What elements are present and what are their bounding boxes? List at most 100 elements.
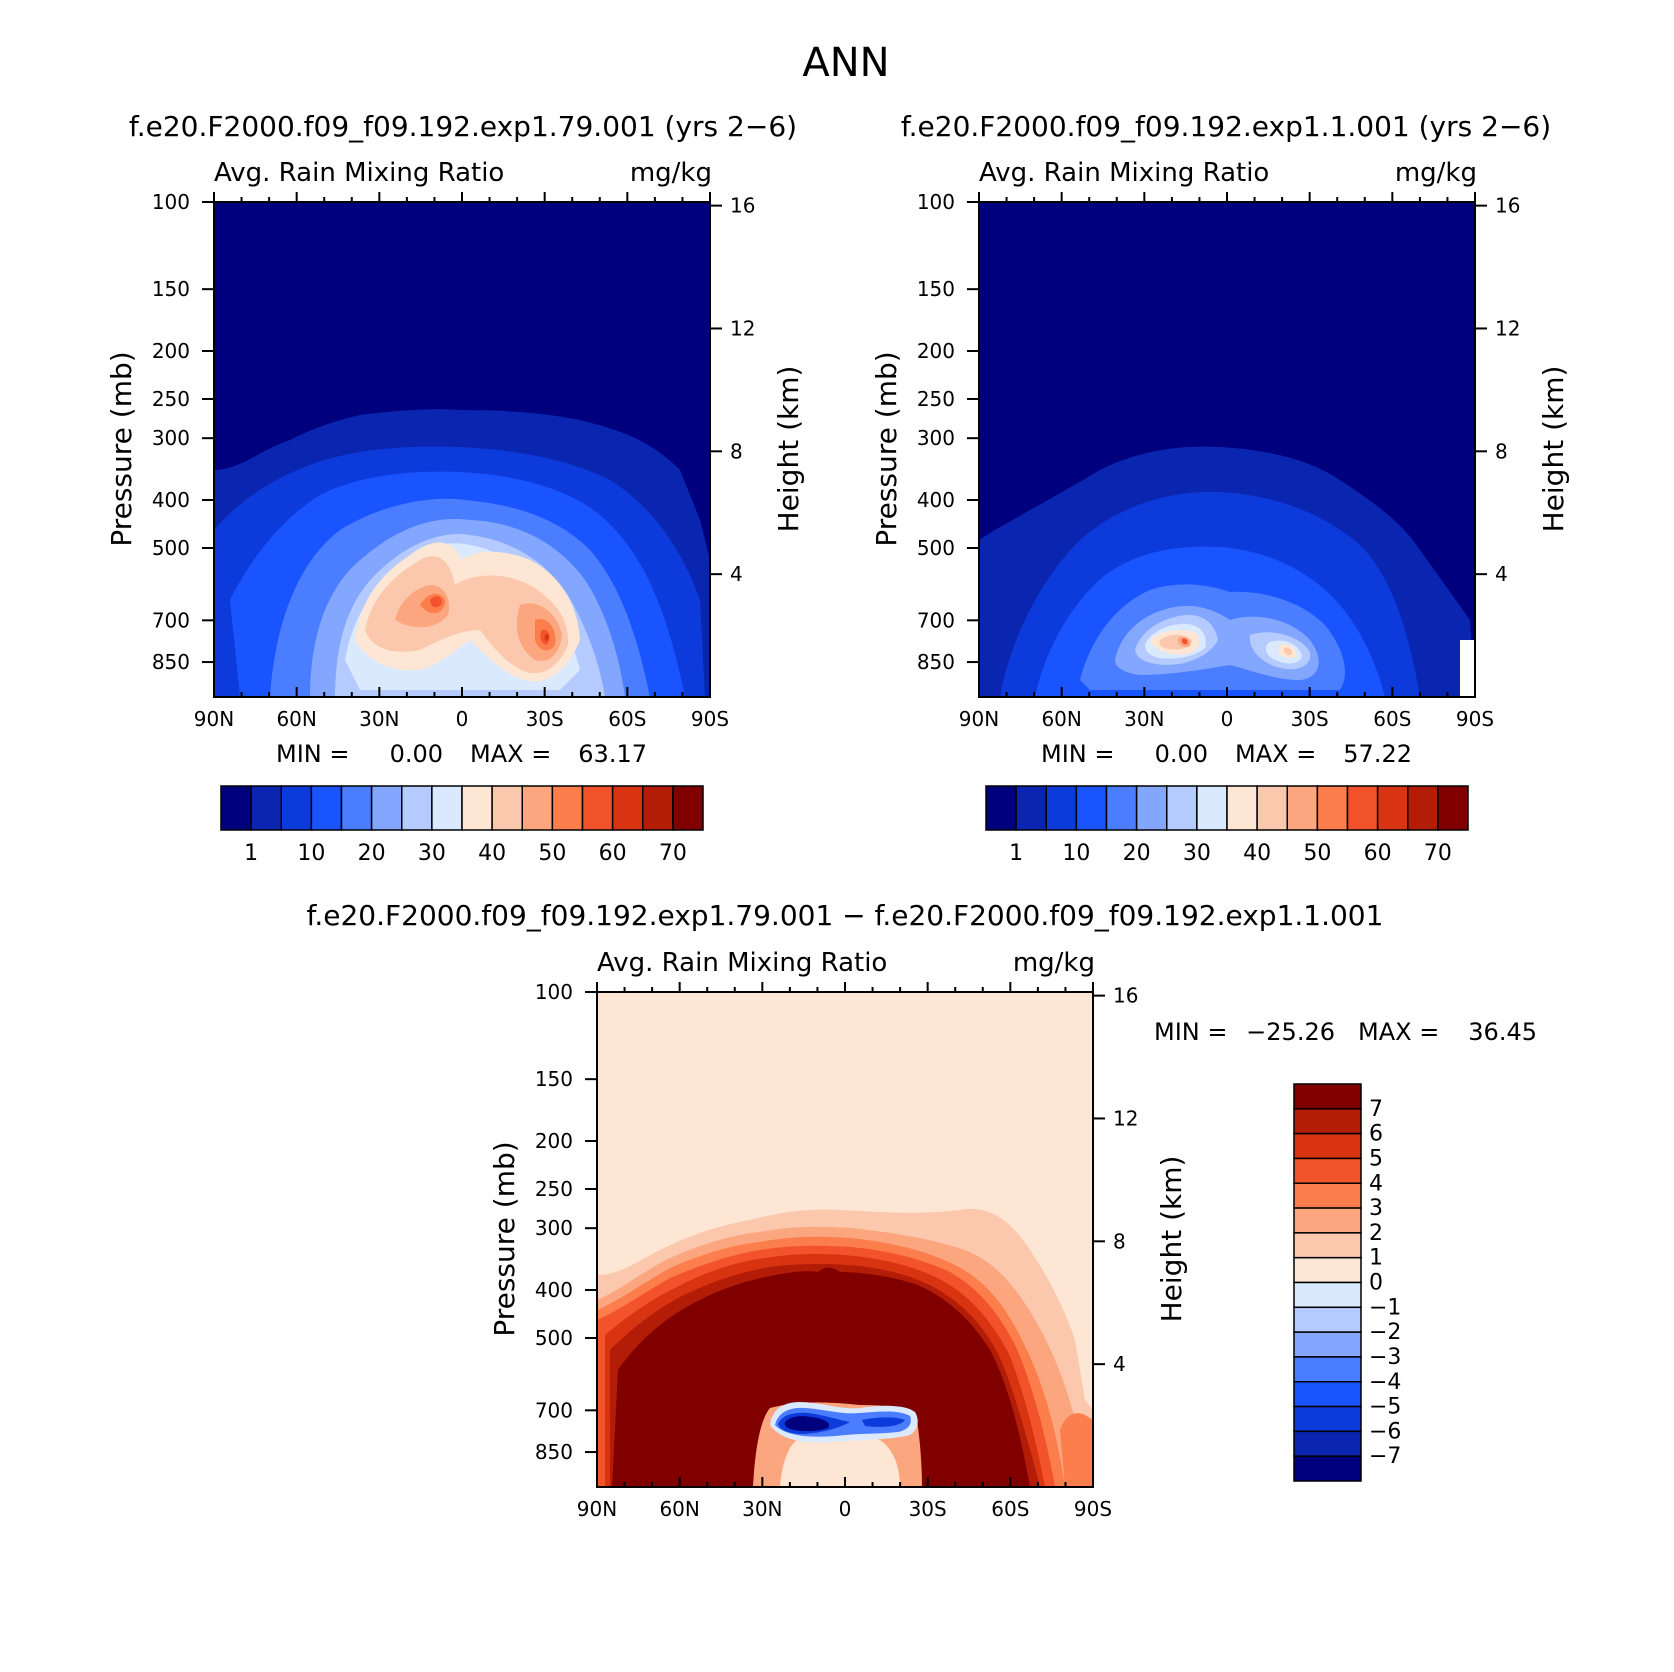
y-right-tick-label: 12 — [730, 316, 755, 340]
x-tick-label: 0 — [456, 707, 469, 731]
panel-3-min-value: −25.26 — [1246, 1018, 1335, 1046]
x-tick-label: 90N — [577, 1497, 617, 1521]
y-tick-label: 500 — [152, 536, 190, 560]
colorbar-swatch — [340, 785, 373, 831]
colorbar-swatch — [1196, 785, 1228, 831]
colorbar-swatch — [1293, 1331, 1362, 1358]
colorbar-label: 60 — [599, 841, 627, 866]
colorbar-label: 40 — [1243, 841, 1271, 866]
colorbar-swatch — [1293, 1455, 1362, 1482]
x-tick-label: 30N — [742, 1497, 782, 1521]
panel-1-max-value: 63.17 — [578, 740, 647, 768]
colorbar-label: −5 — [1369, 1395, 1401, 1420]
colorbar-swatch — [250, 785, 282, 831]
y-right-tick-label: 12 — [1113, 1106, 1138, 1130]
panel-2-subtitle-left: Avg. Rain Mixing Ratio — [979, 158, 1269, 188]
panel-3-plot-area — [597, 992, 1093, 1487]
y-right-tick-label: 8 — [730, 439, 743, 463]
y-right-tick-label: 12 — [1495, 316, 1520, 340]
colorbar-label: 3 — [1369, 1196, 1383, 1221]
colorbar-swatch — [310, 785, 343, 831]
colorbar-label: 1 — [1009, 841, 1023, 866]
panel-2-plot-area — [979, 202, 1475, 697]
y-tick-label: 250 — [917, 387, 955, 411]
y-tick-label: 300 — [917, 426, 955, 450]
x-tick-label: 90N — [959, 707, 999, 731]
colorbar-swatch — [1293, 1356, 1362, 1383]
x-tick-label: 30N — [359, 707, 399, 731]
panel-1-colorbar: 1 10 20 30 40 50 60 70 — [220, 785, 704, 866]
colorbar-label: −2 — [1369, 1320, 1401, 1345]
panel-1-ylabel: Pressure (mb) — [105, 351, 138, 546]
panel-3-title: f.e20.F2000.f09_f09.192.exp1.79.001 − f.… — [307, 899, 1384, 932]
colorbar-label: −7 — [1369, 1444, 1401, 1469]
y-right-tick-label: 16 — [1495, 194, 1520, 218]
main-title: ANN — [802, 40, 889, 86]
panel-3-ylabel: Pressure (mb) — [488, 1141, 521, 1336]
panel-3-ylabel-right: Height (km) — [1155, 1156, 1188, 1323]
colorbar-swatch — [1293, 1256, 1362, 1284]
panel-2-axes: 90N 60N 30N 0 30S 60S 90S 100 150 200 250 300 400 500… — [917, 190, 1521, 731]
panel-3-contour-level-9 — [780, 1433, 900, 1487]
colorbar-swatch — [1135, 785, 1168, 831]
y-tick-label: 300 — [535, 1216, 573, 1240]
panel-3-min-label: MIN = — [1154, 1018, 1227, 1046]
panel-2-missing-data-region — [1460, 640, 1475, 697]
colorbar-swatch — [1437, 785, 1469, 831]
panel-2-min-label: MIN = — [1041, 740, 1114, 768]
colorbar-swatch — [521, 785, 554, 831]
colorbar-label: 5 — [1369, 1146, 1383, 1171]
colorbar-swatch — [1293, 1306, 1362, 1333]
y-tick-label: 150 — [152, 277, 190, 301]
colorbar-swatch — [1293, 1157, 1362, 1184]
panel-3-contour-level-13 — [784, 1416, 830, 1432]
colorbar-swatch — [642, 785, 674, 831]
y-tick-label: 300 — [152, 426, 190, 450]
panel-2-max-label: MAX = — [1235, 740, 1316, 768]
y-tick-label: 500 — [535, 1326, 573, 1350]
colorbar-swatch — [1293, 1083, 1362, 1110]
y-tick-label: 700 — [152, 608, 190, 632]
panel-3-axes: 90N 60N 30N 0 30S 60S 90S 100 150 200 250 300 400 500… — [535, 980, 1139, 1521]
y-tick-label: 150 — [917, 277, 955, 301]
x-tick-label: 60S — [991, 1497, 1029, 1521]
colorbar-swatch — [1045, 785, 1078, 831]
panel-2-ylabel: Pressure (mb) — [870, 351, 903, 546]
y-tick-label: 850 — [917, 650, 955, 674]
x-tick-label: 60S — [1373, 707, 1411, 731]
colorbar-label: 60 — [1364, 841, 1392, 866]
panel-1-contour-level-13 — [544, 633, 549, 641]
colorbar-swatch — [551, 785, 584, 831]
x-tick-label: 30S — [526, 707, 564, 731]
colorbar-swatch — [1286, 785, 1319, 831]
colorbar-swatch — [1105, 785, 1138, 831]
panel-3-subtitle-left: Avg. Rain Mixing Ratio — [597, 948, 887, 978]
colorbar-swatch — [1316, 785, 1349, 831]
colorbar-swatch — [370, 785, 403, 831]
panel-1-title: f.e20.F2000.f09_f09.192.exp1.79.001 (yrs… — [129, 110, 797, 143]
y-tick-label: 700 — [535, 1398, 573, 1422]
colorbar-label: −6 — [1369, 1419, 1401, 1444]
colorbar-swatch — [672, 785, 704, 831]
y-tick-label: 100 — [152, 190, 190, 214]
colorbar-label: 70 — [1424, 841, 1452, 866]
panel-3-max-label: MAX = — [1358, 1018, 1439, 1046]
colorbar-label: 20 — [1123, 841, 1151, 866]
panel-1-plot-area — [214, 202, 710, 697]
colorbar-swatch — [1293, 1108, 1362, 1135]
y-right-tick-label: 4 — [730, 562, 743, 586]
colorbar-swatch — [1293, 1132, 1362, 1160]
y-tick-label: 850 — [152, 650, 190, 674]
panel-1-contour-level-9 — [365, 556, 569, 674]
x-tick-label: 90S — [1456, 707, 1494, 731]
y-tick-label: 200 — [152, 339, 190, 363]
colorbar-swatch — [985, 785, 1017, 831]
colorbar-swatch — [1293, 1182, 1362, 1209]
x-tick-label: 60S — [608, 707, 646, 731]
colorbar-swatch — [1293, 1381, 1362, 1408]
colorbar-swatch — [491, 785, 523, 831]
colorbar-label: 40 — [478, 841, 506, 866]
colorbar-label: 50 — [1303, 841, 1331, 866]
